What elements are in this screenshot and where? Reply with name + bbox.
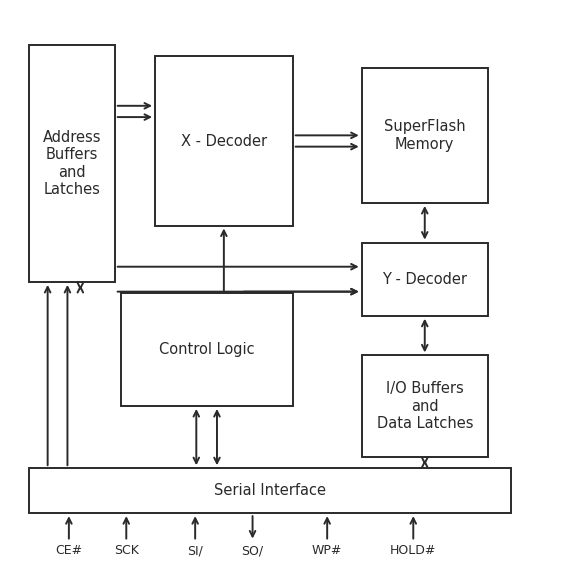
Text: X - Decoder: X - Decoder xyxy=(181,134,267,148)
Text: SI/: SI/ xyxy=(187,544,203,557)
Text: I/O Buffers
and
Data Latches: I/O Buffers and Data Latches xyxy=(377,381,473,431)
Text: Address
Buffers
and
Latches: Address Buffers and Latches xyxy=(42,130,101,197)
Text: SO/: SO/ xyxy=(242,544,263,557)
Text: Serial Interface: Serial Interface xyxy=(214,483,326,498)
Bar xyxy=(362,355,488,457)
Text: WP#: WP# xyxy=(312,544,342,557)
Bar xyxy=(362,68,488,203)
Bar xyxy=(155,56,293,226)
Bar xyxy=(29,468,511,513)
Bar xyxy=(121,293,293,406)
Bar xyxy=(29,45,115,282)
Bar xyxy=(362,243,488,316)
Text: Y - Decoder: Y - Decoder xyxy=(382,272,467,287)
Text: SuperFlash
Memory: SuperFlash Memory xyxy=(384,119,466,152)
Text: CE#: CE# xyxy=(55,544,83,557)
Text: HOLD#: HOLD# xyxy=(390,544,436,557)
Text: SCK: SCK xyxy=(114,544,139,557)
Text: Control Logic: Control Logic xyxy=(159,342,254,357)
